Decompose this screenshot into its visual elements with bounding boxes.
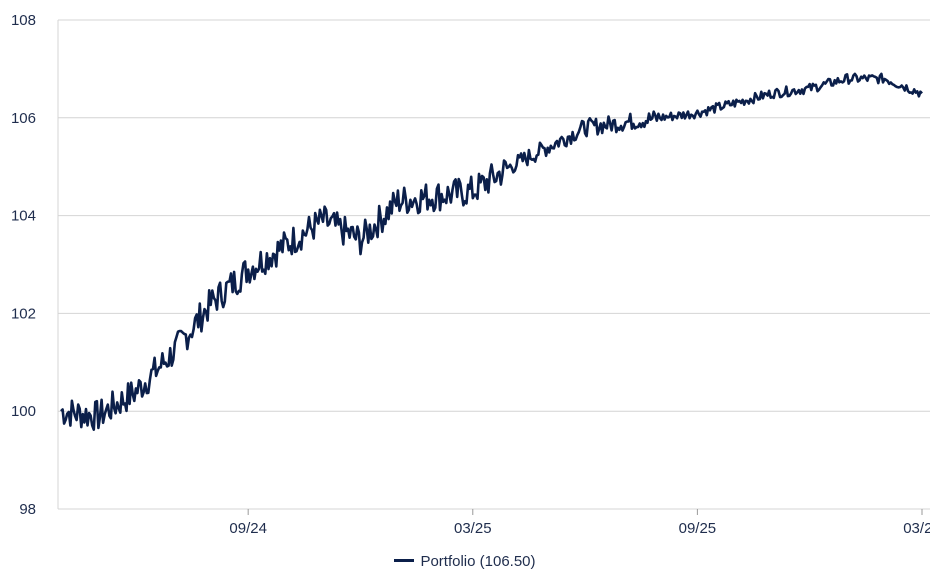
series-line-portfolio [60, 72, 923, 431]
x-tick-label: 09/24 [229, 520, 267, 537]
legend-swatch [394, 558, 415, 562]
y-tick-label: 104 [11, 208, 36, 225]
legend: Portfolio (106.50) [0, 553, 930, 570]
x-tick-label: 03/25 [454, 520, 492, 537]
y-tick-label: 102 [11, 305, 36, 322]
y-tick-label: 98 [19, 501, 36, 518]
y-tick-label: 100 [11, 403, 36, 420]
y-tick-label: 106 [11, 110, 36, 127]
legend-label: Portfolio (106.50) [420, 553, 536, 570]
x-tick-label: 09/25 [679, 520, 717, 537]
x-tick-label: 03/26 [903, 520, 930, 537]
y-tick-label: 108 [11, 12, 36, 29]
